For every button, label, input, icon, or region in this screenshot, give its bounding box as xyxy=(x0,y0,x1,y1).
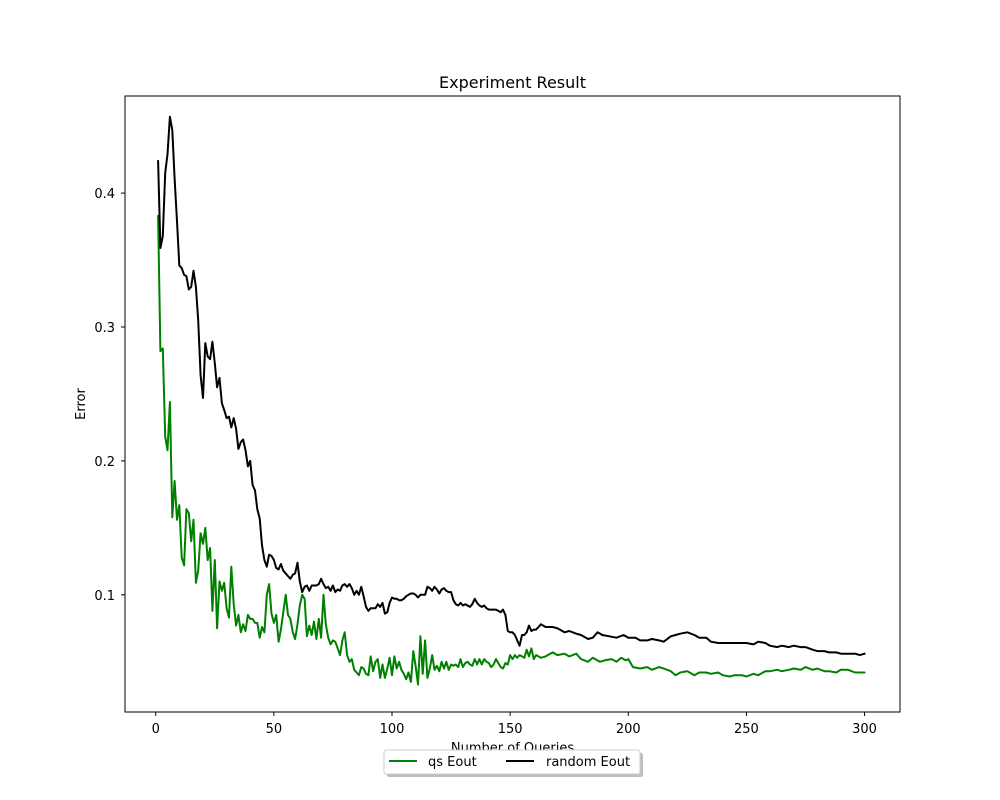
plot-area xyxy=(124,95,901,713)
axes-frame xyxy=(124,95,901,713)
y-axis-label: Error xyxy=(74,388,89,420)
x-tick-label: 0 xyxy=(152,722,160,737)
x-axis-ticks: 0 50 100 150 200 250 300 xyxy=(152,712,877,737)
x-tick-label: 50 xyxy=(266,722,283,737)
y-tick-label: 0.4 xyxy=(94,187,115,202)
y-tick-label: 0.1 xyxy=(94,589,115,604)
x-tick-label: 100 xyxy=(380,722,405,737)
legend: qs Eout random Eout xyxy=(383,749,643,777)
series-layer xyxy=(157,115,866,686)
x-tick-label: 250 xyxy=(734,722,759,737)
x-tick-label: 300 xyxy=(852,722,877,737)
series-line-random-eout xyxy=(157,115,866,657)
series-line-qs-eout xyxy=(157,214,866,686)
legend-label-random-eout: random Eout xyxy=(546,755,630,770)
x-tick-label: 150 xyxy=(498,722,523,737)
y-axis-ticks: 0.1 0.2 0.3 0.4 xyxy=(94,187,125,604)
chart-title: Experiment Result xyxy=(439,73,586,92)
y-tick-label: 0.2 xyxy=(94,455,115,470)
y-tick-label: 0.3 xyxy=(94,321,115,336)
legend-label-qs-eout: qs Eout xyxy=(428,755,477,770)
x-tick-label: 200 xyxy=(616,722,641,737)
